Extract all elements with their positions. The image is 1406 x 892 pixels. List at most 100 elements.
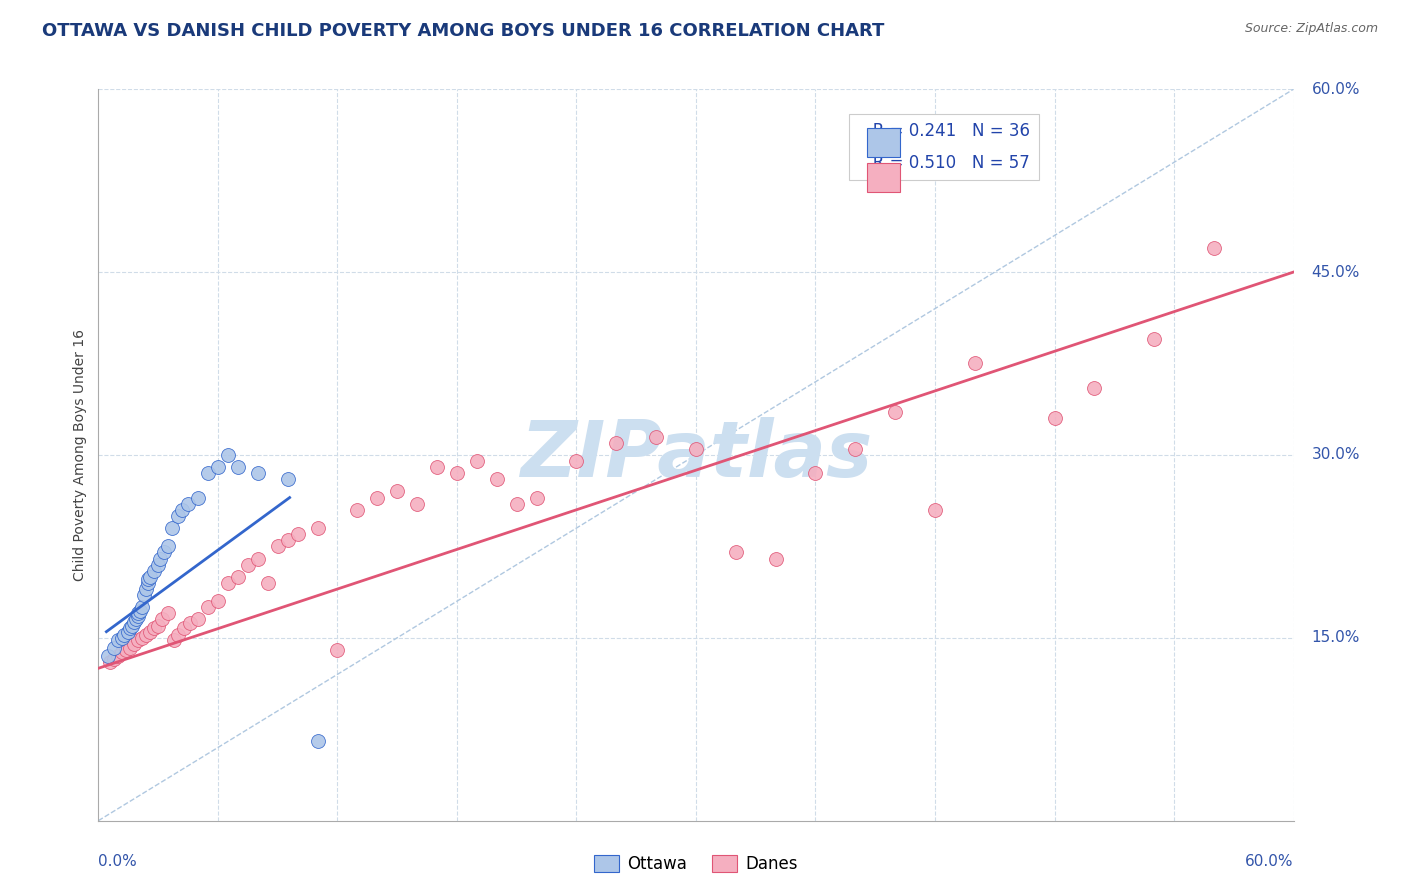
Point — [385, 484, 409, 499]
Point — [115, 643, 138, 657]
Point — [125, 613, 148, 627]
Point — [103, 640, 125, 655]
Point — [131, 600, 153, 615]
Point — [160, 521, 183, 535]
Text: ZIPatlas: ZIPatlas — [520, 417, 872, 493]
Text: OTTAWA VS DANISH CHILD POVERTY AMONG BOYS UNDER 16 CORRELATION CHART: OTTAWA VS DANISH CHILD POVERTY AMONG BOY… — [42, 22, 884, 40]
Point — [526, 491, 548, 505]
Point — [645, 430, 668, 444]
Text: 60.0%: 60.0% — [1246, 854, 1294, 869]
Point — [277, 472, 299, 486]
Point — [167, 628, 190, 642]
Point — [287, 527, 309, 541]
Point — [127, 607, 149, 621]
Point — [143, 621, 166, 635]
Text: R = 0.241   N = 36
   R = 0.510   N = 57: R = 0.241 N = 36 R = 0.510 N = 57 — [858, 122, 1031, 172]
Point — [236, 558, 259, 572]
Point — [197, 600, 219, 615]
Point — [97, 649, 120, 664]
FancyBboxPatch shape — [868, 128, 900, 157]
Point — [172, 503, 194, 517]
Point — [765, 551, 787, 566]
Point — [1202, 241, 1225, 255]
Point — [844, 442, 866, 456]
Point — [267, 539, 290, 553]
Point — [485, 472, 508, 486]
Point — [217, 448, 239, 462]
Point — [136, 572, 159, 586]
Point — [1043, 411, 1066, 425]
Point — [1083, 381, 1105, 395]
Point — [187, 613, 209, 627]
Point — [148, 558, 170, 572]
FancyBboxPatch shape — [868, 163, 900, 193]
Point — [135, 628, 157, 642]
Point — [804, 466, 827, 480]
Point — [924, 503, 946, 517]
Point — [139, 570, 162, 584]
Point — [98, 655, 122, 669]
Point — [163, 633, 186, 648]
Point — [131, 631, 153, 645]
Point — [148, 618, 170, 632]
Point — [346, 503, 368, 517]
Text: 45.0%: 45.0% — [1312, 265, 1360, 279]
Point — [124, 615, 146, 629]
Point — [121, 618, 143, 632]
Point — [177, 497, 200, 511]
Point — [173, 621, 195, 635]
Point — [307, 521, 329, 535]
Point — [207, 594, 229, 608]
Point — [111, 631, 134, 645]
Point — [107, 649, 129, 664]
Point — [157, 607, 180, 621]
Point — [326, 643, 349, 657]
Point — [157, 539, 180, 553]
Point — [127, 608, 149, 623]
Point — [124, 637, 146, 651]
Point — [107, 633, 129, 648]
Point — [446, 466, 468, 480]
Point — [207, 460, 229, 475]
Point — [565, 454, 588, 468]
Point — [406, 497, 429, 511]
Point — [226, 570, 249, 584]
Point — [120, 621, 142, 635]
Text: Source: ZipAtlas.com: Source: ZipAtlas.com — [1244, 22, 1378, 36]
Point — [685, 442, 707, 456]
Point — [153, 545, 176, 559]
Point — [139, 624, 162, 639]
Point — [112, 628, 135, 642]
Point — [256, 576, 278, 591]
Text: 60.0%: 60.0% — [1312, 82, 1360, 96]
Point — [226, 460, 249, 475]
Point — [277, 533, 299, 548]
Point — [963, 356, 986, 371]
Point — [187, 491, 209, 505]
Point — [217, 576, 239, 591]
Point — [884, 405, 907, 419]
Text: 15.0%: 15.0% — [1312, 631, 1360, 645]
Point — [179, 616, 201, 631]
Point — [134, 588, 156, 602]
Point — [150, 613, 173, 627]
Point — [307, 734, 329, 748]
Point — [117, 624, 139, 639]
Point — [506, 497, 529, 511]
Point — [465, 454, 488, 468]
Y-axis label: Child Poverty Among Boys Under 16: Child Poverty Among Boys Under 16 — [73, 329, 87, 581]
Text: 30.0%: 30.0% — [1312, 448, 1360, 462]
Point — [111, 645, 134, 659]
Point — [1143, 332, 1166, 346]
Point — [246, 466, 269, 480]
Point — [426, 460, 449, 475]
Point — [143, 564, 166, 578]
Point — [605, 435, 627, 450]
Point — [129, 604, 152, 618]
Legend: Ottawa, Danes: Ottawa, Danes — [589, 850, 803, 878]
Point — [197, 466, 219, 480]
Point — [103, 651, 125, 665]
Point — [136, 576, 159, 591]
Point — [120, 640, 142, 655]
Point — [167, 508, 190, 523]
